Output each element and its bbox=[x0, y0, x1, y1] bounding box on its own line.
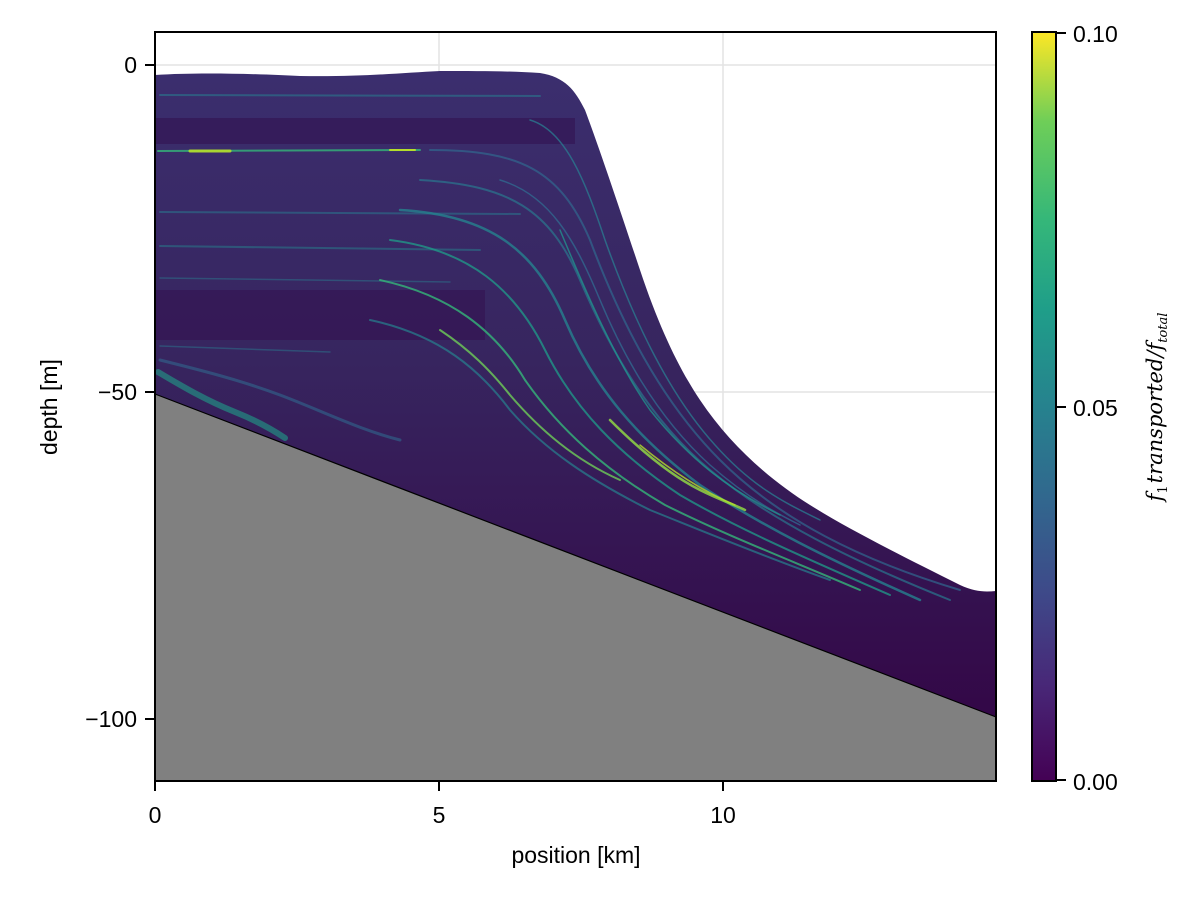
basement-fill bbox=[155, 394, 996, 781]
x-tick-label: 0 bbox=[149, 802, 162, 828]
y-tick-label: 0 bbox=[124, 52, 137, 78]
sediment-heatmap bbox=[155, 71, 996, 717]
colorbar-label: f1transported/ftotal bbox=[1143, 313, 1171, 504]
colorbar-gradient bbox=[1031, 31, 1057, 782]
y-tick-label: −50 bbox=[98, 379, 137, 405]
sediment-fill bbox=[155, 71, 996, 717]
axes-frame bbox=[154, 31, 997, 782]
colorbar-tick-label: 0.05 bbox=[1073, 395, 1118, 421]
seafloor-line bbox=[154, 393, 997, 718]
x-axis-label: position [km] bbox=[511, 842, 640, 868]
colorbar-tick-label: 0.10 bbox=[1073, 21, 1118, 47]
x-tick-label: 5 bbox=[433, 802, 446, 828]
y-axis-label: depth [m] bbox=[36, 359, 62, 455]
colorbar: 0.10 0.05 0.00 f1transported/ftotal bbox=[1031, 21, 1171, 795]
x-tick-label: 10 bbox=[710, 802, 736, 828]
y-axis: 0 −50 −100 depth [m] bbox=[36, 52, 155, 732]
colorbar-tick-label: 0.00 bbox=[1073, 769, 1118, 795]
y-tick-label: −100 bbox=[85, 706, 137, 732]
x-axis: 0 5 10 position [km] bbox=[149, 781, 736, 868]
